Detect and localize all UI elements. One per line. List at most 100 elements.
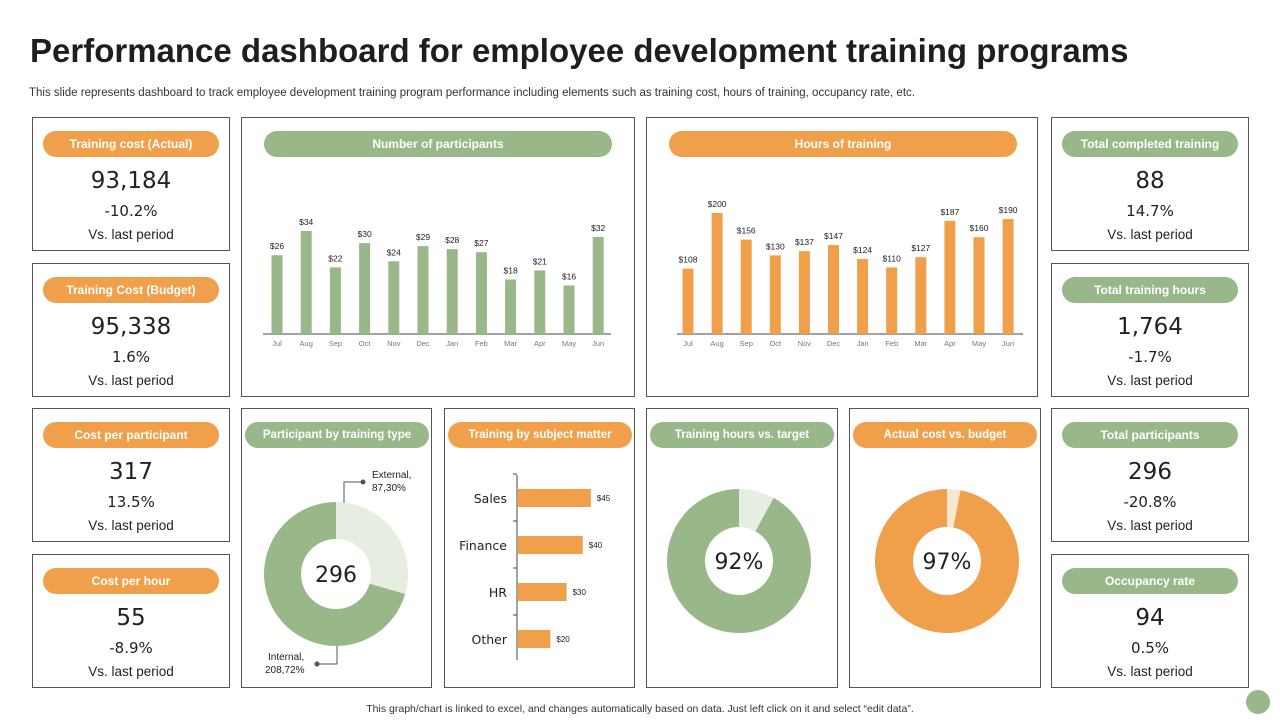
kpi-change: -1.7% xyxy=(1128,348,1172,366)
internal-value: 208,72% xyxy=(265,665,305,676)
bar-label: $130 xyxy=(766,241,785,251)
x-tick-label: Mar xyxy=(504,339,517,348)
x-tick-label: Jul xyxy=(683,339,693,348)
bar-oct xyxy=(769,255,781,334)
participants-chart-title: Number of participants xyxy=(264,131,612,157)
footer-note: This graph/chart is linked to excel, and… xyxy=(366,703,914,715)
kpi-value: 1,764 xyxy=(1117,314,1183,340)
training-type-hole xyxy=(301,539,371,609)
hbar-hr xyxy=(518,583,567,601)
kpi-card: Total training hours 1,764 -1.7% Vs. las… xyxy=(1051,263,1249,397)
bar-label: $21 xyxy=(533,256,547,266)
kpi-label: Training cost (Actual) xyxy=(43,131,219,157)
kpi-label: Total training hours xyxy=(1062,277,1238,303)
internal-label: Internal, xyxy=(268,652,304,663)
bar-jan xyxy=(857,258,869,334)
bar-label: $190 xyxy=(999,205,1018,215)
bar-label: $16 xyxy=(562,272,576,282)
x-tick-label: Aug xyxy=(300,339,313,348)
kpi-change: 1.6% xyxy=(111,348,151,366)
kpi-change: 0.5% xyxy=(1130,639,1170,657)
y-tick-label: Sales xyxy=(474,491,507,506)
bar-label: $156 xyxy=(737,226,756,236)
x-tick-label: Sep xyxy=(740,339,753,348)
bar-label: $18 xyxy=(504,265,518,275)
bar-nov xyxy=(388,261,400,334)
kpi-change: -8.9% xyxy=(109,639,153,657)
x-tick-label: Feb xyxy=(885,339,898,348)
kpi-change: -10.2% xyxy=(104,202,158,220)
x-tick-label: Dec xyxy=(416,339,430,348)
training-type-center-value: 296 xyxy=(315,563,357,588)
bar-label: $26 xyxy=(270,241,284,251)
x-tick-label: Nov xyxy=(387,339,401,348)
kpi-card: Total completed training 88 14.7% Vs. la… xyxy=(1051,117,1249,251)
bar-label: $137 xyxy=(795,237,814,247)
bar-sep xyxy=(740,239,752,334)
bar-label: $30 xyxy=(358,229,372,239)
kpi-note: Vs. last period xyxy=(1107,227,1193,242)
cost-vs-budget-title: Actual cost vs. budget xyxy=(853,422,1037,448)
kpi-value: 317 xyxy=(109,459,153,485)
external-leader-line xyxy=(343,481,362,503)
hours-vs-target-center-value: 92% xyxy=(715,550,764,575)
kpi-value: 94 xyxy=(1135,605,1165,631)
kpi-card: Cost per participant 317 13.5% Vs. last … xyxy=(32,408,230,542)
bar-jul xyxy=(271,255,283,334)
x-tick-label: Apr xyxy=(944,339,956,348)
bar-aug xyxy=(711,213,723,334)
external-value: 87,30% xyxy=(372,483,406,494)
bar-jan xyxy=(446,249,458,334)
bar-mar xyxy=(505,279,517,334)
bar-label: $22 xyxy=(328,253,342,263)
bar-jul xyxy=(682,268,694,334)
x-tick-label: Dec xyxy=(827,339,841,348)
corner-dot xyxy=(1246,690,1270,714)
bar-label: $108 xyxy=(679,255,698,265)
bar-label: $27 xyxy=(474,238,488,248)
cost-vs-budget-center-value: 97% xyxy=(923,550,972,575)
page-title: Performance dashboard for employee devel… xyxy=(30,32,1129,69)
kpi-value: 95,338 xyxy=(90,314,172,340)
bar-label: $127 xyxy=(911,243,930,253)
kpi-label: Training Cost (Budget) xyxy=(43,277,219,303)
external-leader-dot xyxy=(360,479,366,485)
y-tick-label: Finance xyxy=(459,538,507,553)
x-tick-label: Jun xyxy=(592,339,604,348)
kpi-label: Occupancy rate xyxy=(1062,568,1238,594)
bar-feb xyxy=(475,252,487,334)
x-tick-label: Oct xyxy=(359,339,372,348)
kpi-value: 296 xyxy=(1128,459,1172,485)
training-type-title: Participant by training type xyxy=(245,422,429,448)
y-tick-label: Other xyxy=(472,632,508,647)
kpi-note: Vs. last period xyxy=(88,227,174,242)
bar-label: $160 xyxy=(970,223,989,233)
hbar-other xyxy=(518,630,551,648)
hours-vs-target-title: Training hours vs. target xyxy=(650,422,834,448)
bar-jun xyxy=(1002,219,1014,334)
kpi-note: Vs. last period xyxy=(1107,518,1193,533)
kpi-note: Vs. last period xyxy=(88,664,174,679)
bar-apr xyxy=(944,220,956,334)
kpi-note: Vs. last period xyxy=(88,373,174,388)
bar-label: $110 xyxy=(883,253,902,263)
kpi-change: -20.8% xyxy=(1123,493,1177,511)
bar-label: $200 xyxy=(708,199,727,209)
bar-feb xyxy=(886,267,898,334)
bar-aug xyxy=(300,230,312,334)
kpi-card: Training cost (Actual) 93,184 -10.2% Vs.… xyxy=(32,117,230,251)
x-tick-label: Jul xyxy=(272,339,282,348)
x-tick-label: Aug xyxy=(710,339,723,348)
hbar-finance xyxy=(518,536,583,554)
bar-dec xyxy=(417,246,429,334)
bar-label: $187 xyxy=(940,207,959,217)
hbar-label: $20 xyxy=(556,635,570,644)
hbar-label: $30 xyxy=(573,588,587,597)
bar-label: $29 xyxy=(416,232,430,242)
internal-leader-line xyxy=(318,646,338,665)
kpi-value: 93,184 xyxy=(90,168,172,194)
kpi-card: Training Cost (Budget) 95,338 1.6% Vs. l… xyxy=(32,263,230,397)
kpi-card: Total participants 296 -20.8% Vs. last p… xyxy=(1051,408,1249,542)
bar-apr xyxy=(534,270,546,334)
kpi-value: 88 xyxy=(1135,168,1165,194)
